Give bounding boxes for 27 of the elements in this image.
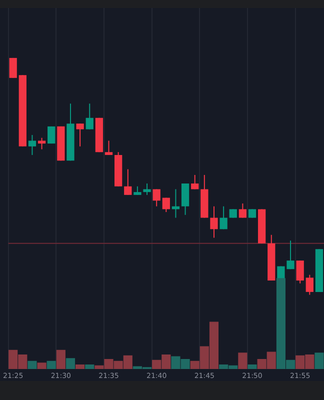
- candlestick: [191, 174, 199, 190]
- candlestick: [238, 202, 247, 218]
- bar: [28, 360, 37, 369]
- bar: [66, 358, 76, 369]
- candlestick: [152, 188, 160, 207]
- candlestick: [181, 183, 190, 216]
- candlestick: [162, 197, 170, 213]
- bar: [248, 364, 257, 369]
- candlestick: [104, 140, 113, 156]
- bar: [314, 352, 324, 369]
- candlestick: [9, 57, 17, 78]
- bar: [37, 362, 46, 369]
- candlestick: [28, 134, 36, 156]
- candlestick: [124, 168, 132, 196]
- candlestick: [220, 206, 228, 230]
- bar: [56, 350, 66, 369]
- bar: [76, 364, 85, 369]
- bar: [238, 352, 248, 369]
- candlestick: [38, 137, 46, 150]
- bar: [46, 360, 56, 369]
- candlestick: [86, 103, 94, 130]
- candlestick: [210, 206, 218, 238]
- bar: [85, 364, 94, 369]
- candlestick: [306, 274, 314, 296]
- candlestick: [76, 123, 84, 147]
- candlestick: [143, 183, 151, 196]
- candlestick: [296, 260, 304, 284]
